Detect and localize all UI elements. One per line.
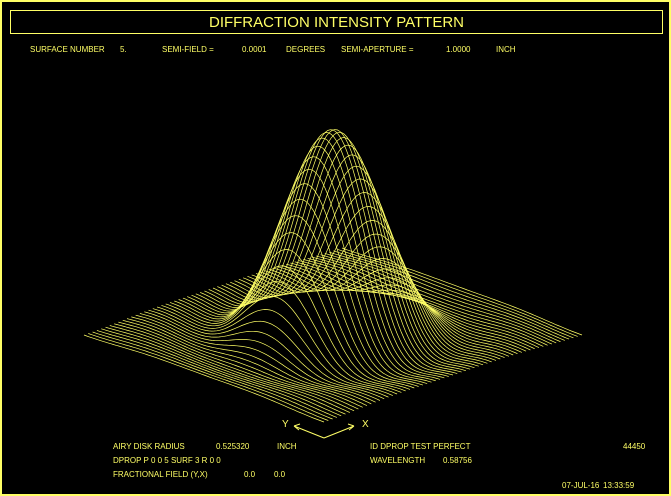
surface-line	[286, 263, 527, 352]
axis-indicator	[293, 423, 355, 439]
surface-line	[96, 330, 338, 418]
x-axis-arrow	[323, 423, 355, 439]
semi-field-unit: DEGREES	[286, 45, 326, 54]
surface-line	[225, 137, 466, 372]
surface-number-value: 5.	[120, 45, 127, 54]
test-number: 44450	[623, 442, 646, 451]
airy-disk-unit: INCH	[277, 442, 297, 451]
surface-line	[238, 165, 479, 367]
date-stamp: 07-JUL-16	[562, 481, 600, 490]
surface-line	[122, 319, 363, 408]
surface-line	[311, 256, 553, 345]
surface-line	[247, 192, 488, 364]
surface-line	[264, 246, 505, 358]
page-title: DIFFRACTION INTENSITY PATTERN	[208, 14, 464, 31]
wavelength-value: 0.58756	[443, 456, 472, 465]
surface-line	[114, 323, 355, 412]
semi-field-value: 0.0001	[242, 45, 267, 54]
title-box: DIFFRACTION INTENSITY PATTERN	[10, 10, 663, 34]
surface-line	[234, 154, 475, 369]
surface-line	[157, 295, 398, 395]
surface-line	[273, 267, 514, 356]
fractional-field-x: 0.0	[274, 470, 286, 479]
y-axis-arrow	[293, 423, 325, 439]
surface-line	[131, 316, 372, 405]
surface-line	[316, 255, 557, 344]
fractional-field-label: FRACTIONAL FIELD (Y,X)	[113, 470, 208, 479]
surface-line	[174, 232, 415, 389]
y-axis-label: Y	[282, 419, 289, 430]
surface-line	[83, 334, 325, 423]
x-axis-label: X	[362, 419, 369, 430]
wireframe-surface	[83, 129, 583, 423]
surface-line	[277, 266, 518, 355]
surface-line	[328, 251, 570, 340]
surface-line	[303, 259, 544, 347]
surface-line	[105, 326, 346, 415]
surface-line	[230, 144, 471, 370]
surface-line	[139, 313, 381, 401]
surface-line	[191, 168, 432, 383]
surface-line	[251, 206, 492, 363]
airy-disk-label: AIRY DISK RADIUS	[113, 442, 185, 451]
surface-line	[118, 321, 359, 410]
surface-line	[195, 156, 436, 382]
surface-line	[178, 215, 419, 387]
surface-line	[135, 314, 376, 403]
surface-line	[92, 331, 333, 420]
surface-line	[204, 137, 445, 379]
surface-line	[109, 325, 350, 413]
surface-line	[169, 249, 411, 390]
surface-line	[187, 183, 428, 384]
surface-line	[144, 311, 385, 400]
surface-line	[242, 178, 484, 366]
surface-line	[101, 328, 342, 417]
time-stamp: 13:33:59	[603, 481, 635, 490]
semi-aperture-value: 1.0000	[446, 45, 471, 54]
surface-line	[126, 318, 368, 406]
surface-line	[148, 309, 389, 398]
surface-line	[294, 261, 535, 350]
surface-line	[152, 308, 393, 396]
semi-aperture-label: SEMI-APERTURE =	[341, 45, 414, 54]
surface-line	[88, 333, 329, 421]
surface-line	[290, 262, 531, 351]
surface-line	[341, 247, 583, 336]
surface-line	[260, 233, 501, 360]
semi-field-label: SEMI-FIELD =	[162, 45, 214, 54]
surface-line	[320, 254, 561, 343]
airy-disk-value: 0.525320	[216, 442, 250, 451]
fractional-field-y: 0.0	[244, 470, 256, 479]
surface-line	[217, 129, 458, 374]
surface-line	[199, 145, 441, 380]
dprop-line: DPROP P 0 0 5 SURF 3 R 0 0	[113, 456, 221, 465]
surface-line	[333, 250, 574, 339]
surface-line	[337, 249, 578, 337]
surface-line	[298, 260, 540, 348]
wavelength-label: WAVELENGTH	[370, 456, 426, 465]
surface-line	[307, 257, 548, 346]
semi-aperture-unit: INCH	[496, 45, 516, 54]
surface-line	[324, 253, 565, 341]
surface-line	[268, 258, 510, 357]
surface-line	[221, 131, 462, 373]
surface-line	[255, 220, 497, 361]
surface-line	[212, 129, 454, 376]
surface-number-label: SURFACE NUMBER	[30, 45, 105, 54]
surface-line	[161, 281, 402, 393]
test-id: ID DPROP TEST PERFECT	[370, 442, 471, 451]
